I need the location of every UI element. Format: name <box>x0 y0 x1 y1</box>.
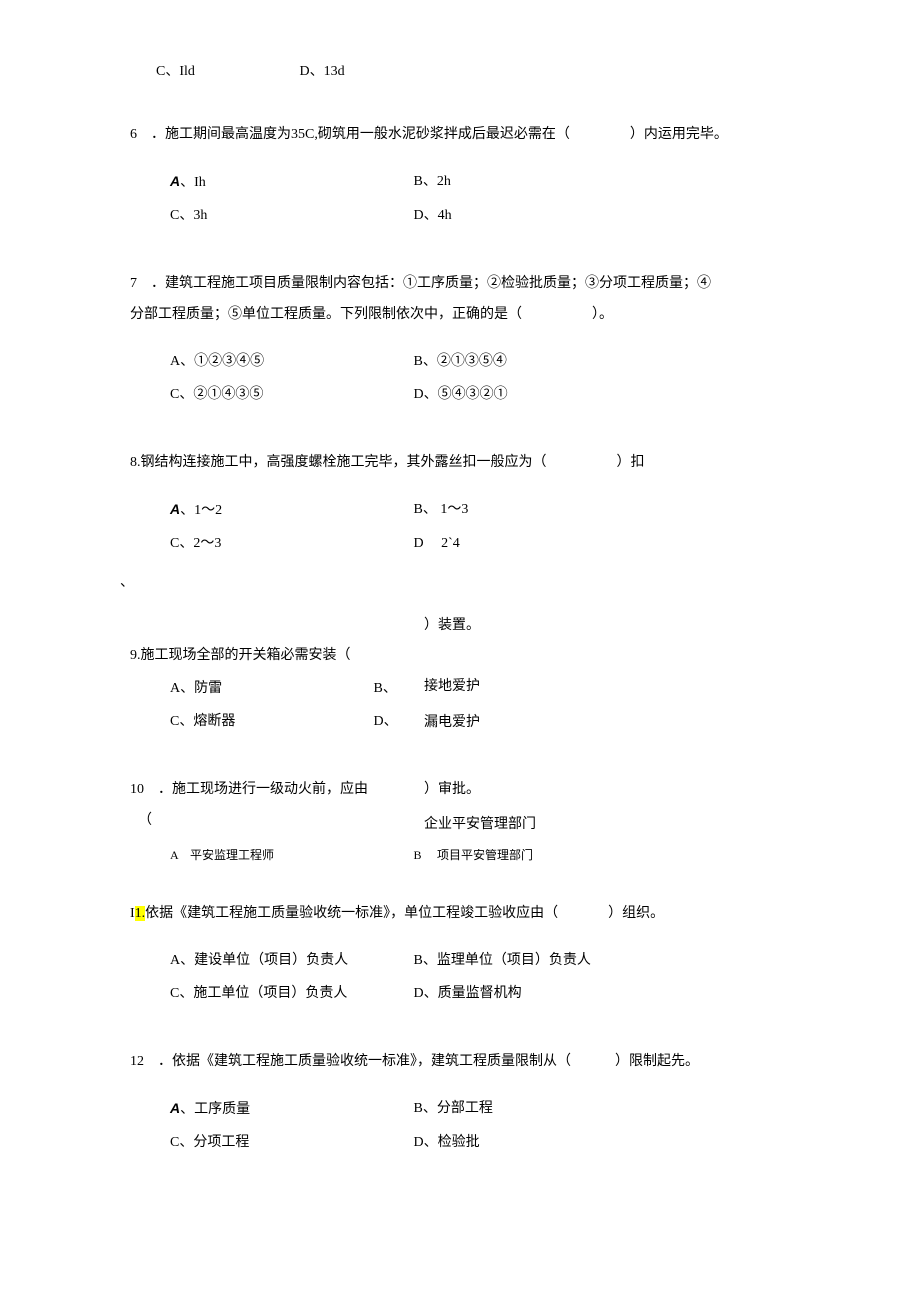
q8-stem: 8.钢结构连接施工中，高强度螺栓施工完毕，其外露丝扣一般应为（ ）扣 <box>130 448 800 479</box>
q6-option-d: D、4h <box>414 199 654 233</box>
q7-line2-post: ）。 <box>592 307 613 322</box>
q8-opt-d-label: D <box>414 536 424 551</box>
q12-options-row1: A、工序质量 B、分部工程 <box>130 1092 800 1127</box>
q7-option-b: B、②①③⑤④ <box>414 345 654 379</box>
q12-opt-a-text: 、工序质量 <box>180 1102 250 1117</box>
question-10: 10 ．施工现场进行一级动火前，应由 （ ）审批。 企业平安管理部门 <box>130 775 800 841</box>
question-7: 7 ．建筑工程施工项目质量限制内容包括：①工序质量；②检验批质量；③分项工程质量… <box>130 269 800 412</box>
q7-option-c: C、②①④③⑤ <box>170 378 410 412</box>
q10-stem-rest: ．施工现场进行一级动火前，应由 <box>158 775 420 806</box>
q9-option-a: A、防雷 <box>170 672 370 706</box>
q10-right-top: ）审批。 <box>424 775 800 806</box>
question-6: 6 ．施工期间最高温度为35C,砌筑用一般水泥砂浆拌成后最迟必需在（ ）内运用完毕… <box>130 120 800 233</box>
q6-opt-a-label: A <box>170 173 180 189</box>
q11-option-d: D、质量监督机构 <box>414 977 654 1011</box>
q8-opt-a-text: 、1～2 <box>180 503 222 518</box>
q8-stem-pre: 8.钢结构连接施工中，高强度螺栓施工完毕，其外露丝扣一般应为（ <box>130 455 547 470</box>
q6-stem-post: ）内运用完毕。 <box>630 127 728 142</box>
q10-right-mid: 企业平安管理部门 <box>424 810 800 841</box>
q8-opt-a-label: A <box>170 501 180 517</box>
q7-line2: 分部工程质量；⑤单位工程质量。下列限制依次中，正确的是（ ）。 <box>130 300 800 331</box>
q10-cut-b: B <box>414 849 434 861</box>
q5-option-d: D、13d <box>300 60 345 80</box>
q10-cutoff-row: A 平安监理工程师 B 项目平安管理部门 <box>130 849 800 863</box>
q9-option-c: C、熔断器 <box>170 705 370 739</box>
q6-options-row2: C、3h D、4h <box>130 199 800 233</box>
q9-option-d-label: D、 <box>374 705 398 739</box>
q12-opt-a-label: A <box>170 1100 180 1116</box>
q11-option-b: B、监理单位（项目）负责人 <box>414 944 654 978</box>
q12-option-d: D、检验批 <box>414 1126 654 1160</box>
q7-stem: 7 ．建筑工程施工项目质量限制内容包括：①工序质量；②检验批质量；③分项工程质量… <box>130 269 800 331</box>
q8-option-d: D 2`4 <box>414 527 654 561</box>
q7-option-d: D、⑤④③②① <box>414 378 654 412</box>
q12-stem-post: ）限制起先。 <box>615 1054 699 1069</box>
q7-line1: 7 ．建筑工程施工项目质量限制内容包括：①工序质量；②检验批质量；③分项工程质量… <box>130 269 800 300</box>
q11-options-row2: C、施工单位（项目）负责人 D、质量监督机构 <box>130 977 800 1011</box>
q9-option-b-label: B、 <box>374 672 397 706</box>
q8-opt-d-text: 2`4 <box>438 536 460 551</box>
q6-option-c: C、3h <box>170 199 410 233</box>
q11-stem: I1.依据《建筑工程施工质量验收统一标准》，单位工程竣工验收应由（ ）组织。 <box>130 899 800 930</box>
q6-opt-a-text: 、Ih <box>180 175 206 190</box>
q6-option-b: B、2h <box>414 165 654 199</box>
q7-line2-pre: 分部工程质量；⑤单位工程质量。下列限制依次中，正确的是（ <box>130 307 522 322</box>
q8-options-row1: A、1～2 B、 1～3 <box>130 493 800 528</box>
question-9: 9.施工现场全部的开关箱必需安装（ A、防雷 B、 C、熔断器 D、 ）装置。 … <box>130 611 800 739</box>
q7-option-a: A、①②③④⑤ <box>170 345 410 379</box>
q9-left-row2: C、熔断器 D、 <box>130 705 420 739</box>
q12-stem: 12 ．依据《建筑工程施工质量验收统一标准》，建筑工程质量限制从（ ）限制起先。 <box>130 1047 800 1078</box>
q6-stem-pre: 6 ．施工期间最高温度为35C,砌筑用一般水泥砂浆拌成后最迟必需在（ <box>130 127 570 142</box>
q5-partial-options: C、Ild D、13d <box>130 60 800 80</box>
question-8: 8.钢结构连接施工中，高强度螺栓施工完毕，其外露丝扣一般应为（ ）扣 A、1～2 … <box>130 448 800 561</box>
q9-option-d-text: 漏电爱护 <box>424 708 800 739</box>
q8-option-a: A、1～2 <box>170 493 410 528</box>
q8-option-c: C、2～3 <box>170 527 410 561</box>
q8-options-row2: C、2～3 D 2`4 <box>130 527 800 561</box>
q6-stem: 6 ．施工期间最高温度为35C,砌筑用一般水泥砂浆拌成后最迟必需在（ ）内运用完毕… <box>130 120 800 151</box>
question-12: 12 ．依据《建筑工程施工质量验收统一标准》，建筑工程质量限制从（）限制起先。 … <box>130 1047 800 1160</box>
q10-num: 10 <box>130 775 158 806</box>
q9-right-top: ）装置。 <box>424 611 800 642</box>
q11-option-a: A、建设单位（项目）负责人 <box>170 944 410 978</box>
q12-stem-pre: 12 ．依据《建筑工程施工质量验收统一标准》，建筑工程质量限制从（ <box>130 1054 571 1069</box>
q12-option-a: A、工序质量 <box>170 1092 410 1127</box>
q10-cut-a: A 平安监理工程师 <box>170 849 410 861</box>
q9-left-row1: A、防雷 B、 <box>130 672 420 706</box>
q12-option-b: B、分部工程 <box>414 1092 654 1126</box>
q8-trailing: 、 <box>120 571 800 591</box>
q11-stem-post: ）组织。 <box>608 906 664 921</box>
q11-prefix: I <box>130 906 135 921</box>
q9-stem: 9.施工现场全部的开关箱必需安装（ <box>130 641 420 672</box>
q8-option-b: B、 1～3 <box>414 493 654 527</box>
q9-option-b-text: 接地爱护 <box>424 672 800 703</box>
q11-option-c: C、施工单位（项目）负责人 <box>170 977 410 1011</box>
q11-highlight: 1. <box>135 906 146 921</box>
q8-stem-post: ）扣 <box>617 455 645 470</box>
q11-options-row1: A、建设单位（项目）负责人 B、监理单位（项目）负责人 <box>130 944 800 978</box>
q11-stem-pre: 依据《建筑工程施工质量验收统一标准》，单位工程竣工验收应由（ <box>145 906 558 921</box>
question-11: I1.依据《建筑工程施工质量验收统一标准》，单位工程竣工验收应由（ ）组织。 A、… <box>130 899 800 1011</box>
q5-option-c: C、Ild <box>156 60 296 80</box>
q6-options-row1: A、Ih B、2h <box>130 165 800 200</box>
q7-options-row1: A、①②③④⑤ B、②①③⑤④ <box>130 345 800 379</box>
q7-options-row2: C、②①④③⑤ D、⑤④③②① <box>130 378 800 412</box>
q12-option-c: C、分项工程 <box>170 1126 410 1160</box>
q6-option-a: A、Ih <box>170 165 410 200</box>
q10-paren: （ <box>130 806 420 837</box>
q10-cut-right: 项目平安管理部门 <box>437 849 533 861</box>
q12-options-row2: C、分项工程 D、检验批 <box>130 1126 800 1160</box>
